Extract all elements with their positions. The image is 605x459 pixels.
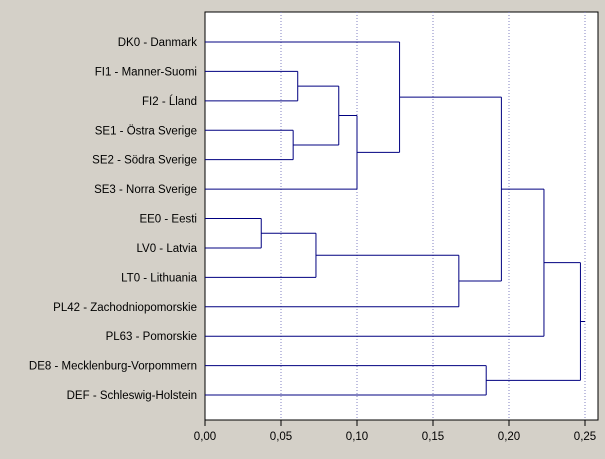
leaf-label: DK0 - Danmark [118,37,197,49]
x-tick-label: 0,15 [422,431,444,443]
x-tick-label: 0,25 [574,431,596,443]
leaf-label: DE8 - Mecklenburg-Vorpommern [29,361,197,373]
x-tick-label: 0,05 [270,431,292,443]
leaf-label: DEF - Schleswig-Holstein [67,390,197,402]
x-tick-label: 0,20 [498,431,520,443]
grid-lines [280,12,586,420]
x-axis: 0,00 0,05 0,10 0,15 0,20 0,25 [194,420,596,443]
leaf-label: FI2 - Ĺland [142,95,197,108]
leaf-label: PL42 - Zachodniopomorskie [53,302,197,314]
leaf-label: SE1 - Östra Sverige [95,125,197,137]
leaf-label: LV0 - Latvia [136,243,197,255]
leaf-label: EE0 - Eesti [139,214,197,226]
leaf-label: LT0 - Lithuania [121,272,197,284]
dendrogram-tree [205,41,585,396]
leaf-label: SE3 - Norra Sverige [94,184,197,196]
x-tick-label: 0,10 [346,431,368,443]
plot-area [204,11,599,421]
x-tick-label: 0,00 [194,431,216,443]
leaf-label: FI1 - Manner-Suomi [95,66,197,78]
leaf-labels: DK0 - Danmark FI1 - Manner-Suomi FI2 - Ĺla… [29,37,198,402]
leaf-label: SE2 - Södra Sverige [92,155,197,167]
leaf-label: PL63 - Pomorskie [106,331,197,343]
